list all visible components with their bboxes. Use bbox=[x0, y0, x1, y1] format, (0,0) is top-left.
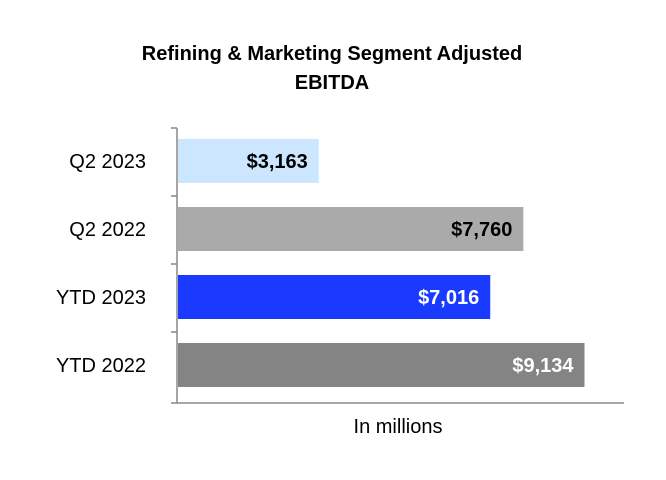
chart-title-line-1: Refining & Marketing Segment Adjusted bbox=[142, 43, 522, 65]
category-label-q2-2022: Q2 2022 bbox=[69, 219, 146, 241]
value-label-q2-2023: $3,163 bbox=[247, 151, 308, 173]
bars-group: $3,163 Q2 2023 $7,760 Q2 2022 $7,016 YTD 2023… bbox=[56, 139, 585, 387]
category-label-ytd-2022: YTD 2022 bbox=[56, 355, 146, 377]
bar-ytd-2023 bbox=[178, 275, 491, 319]
bar-q2-2023 bbox=[178, 139, 319, 183]
value-label-q2-2022: $7,760 bbox=[451, 219, 512, 241]
chart-title-line-2: EBITDA bbox=[295, 72, 369, 94]
category-label-q2-2023: Q2 2023 bbox=[69, 151, 146, 173]
y-axis-ticks bbox=[171, 127, 177, 404]
x-axis-label: In millions bbox=[354, 416, 443, 438]
category-label-ytd-2023: YTD 2023 bbox=[56, 287, 146, 309]
value-label-ytd-2022: $9,134 bbox=[512, 355, 574, 377]
bar-q2-2022 bbox=[178, 207, 524, 251]
value-label-ytd-2023: $7,016 bbox=[418, 287, 479, 309]
bar-ytd-2022 bbox=[178, 343, 585, 387]
